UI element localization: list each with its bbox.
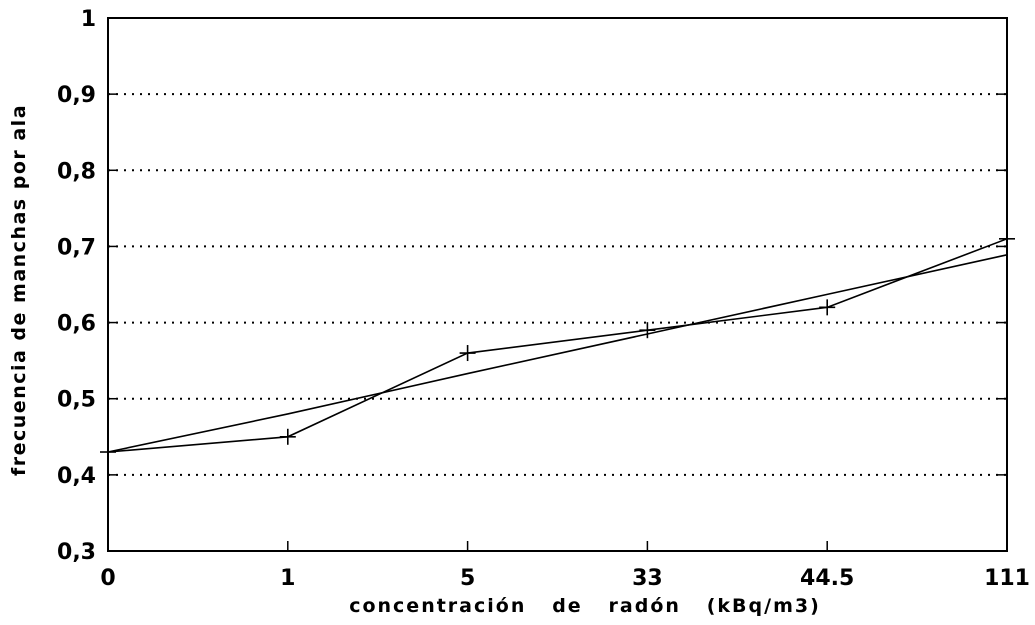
x-axis-label: concentración de radón (kBq/m3) (349, 595, 821, 617)
y-tick-label: 0,9 (57, 83, 96, 108)
data-point (639, 322, 656, 339)
x-tick-label: 5 (460, 566, 475, 591)
x-tick-label: 0 (100, 566, 115, 591)
x-tick-label: 33 (632, 566, 663, 591)
gridlines (108, 93, 1007, 476)
y-tick-label: 0,8 (57, 159, 96, 184)
series-line (107, 254, 1008, 453)
x-axis-ticks: 0 1 5 33 44.5 111 (100, 541, 1030, 591)
data-point (459, 345, 476, 362)
series-line (107, 238, 1008, 453)
data-point (999, 230, 1015, 247)
x-tick-label: 1 (280, 566, 295, 591)
series-layer (100, 230, 1015, 461)
x-tick-label: 111 (984, 566, 1030, 591)
y-tick-label: 1 (81, 7, 96, 32)
y-tick-label: 0,3 (57, 540, 96, 565)
y-axis-label: frecuencia de manchas por ala (8, 104, 30, 476)
y-tick-label: 0,7 (57, 235, 96, 260)
plot-frame (107, 17, 1008, 552)
y-tick-label: 0,6 (57, 312, 96, 337)
y-tick-label: 0,4 (57, 464, 96, 489)
y-axis-ticks: 0,3 0,4 0,5 0,6 0,7 0,8 0,9 1 (57, 7, 1007, 565)
data-point (279, 428, 296, 445)
y-tick-label: 0,5 (57, 388, 96, 413)
x-tick-label: 44.5 (800, 566, 854, 591)
data-point (819, 299, 836, 316)
